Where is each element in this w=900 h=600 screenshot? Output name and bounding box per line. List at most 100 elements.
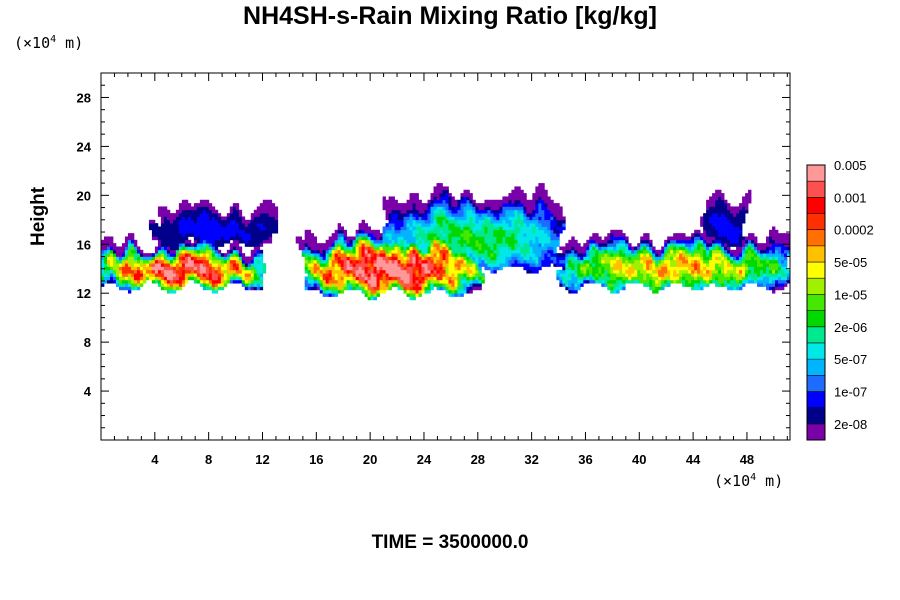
field-cell [409,233,413,237]
field-cell [409,213,413,217]
field-cell [142,263,147,267]
field-cell [154,256,159,261]
field-cell [412,243,416,247]
y-tick-label: 28 [77,90,91,105]
field-cell [430,246,434,251]
field-cell [502,213,506,217]
field-cell [331,239,336,244]
field-cell [157,283,162,287]
field-cell [535,259,539,264]
field-cell [460,289,464,294]
field-cell [508,233,512,237]
field-cell [457,276,461,281]
field-cell [514,213,518,217]
field-cell [175,256,180,261]
field-cell [178,269,183,274]
field-cell [181,226,186,231]
field-cell [652,279,656,284]
field-cell [232,279,237,284]
field-cell [127,239,132,244]
field-cell [121,283,126,287]
x-tick-label: 4 [151,452,159,467]
field-cell [712,266,716,271]
field-cell [451,256,455,261]
field-cell [379,289,383,294]
field-cell [568,289,572,294]
field-cell [631,256,635,261]
field-cell [640,253,644,257]
field-cell [382,206,386,211]
field-cell [104,243,108,247]
field-cell [529,233,533,237]
field-cell [175,283,180,287]
field-cell [544,206,548,211]
field-cell [577,259,581,264]
field-cell [160,273,165,277]
field-cell [430,243,434,247]
field-cell [628,266,632,271]
field-cell [697,266,701,271]
field-cell [490,209,494,214]
field-cell [427,273,431,277]
field-cell [226,229,231,234]
field-cell [475,203,479,207]
field-cell [607,259,611,264]
field-cell [178,263,183,267]
field-cell [406,259,410,264]
field-cell [664,276,668,281]
field-cell [505,256,509,261]
field-cell [325,256,330,261]
field-cell [160,213,165,217]
field-cell [523,199,527,204]
field-cell [517,243,521,247]
field-cell [184,256,189,261]
field-cell [196,203,201,207]
field-cell [601,283,605,287]
field-cell [712,229,716,234]
field-cell [175,286,180,291]
field-cell [430,199,434,204]
field-cell [124,273,129,277]
field-cell [271,206,276,211]
field-cell [733,243,737,247]
field-cell [601,259,605,264]
field-cell [709,216,713,221]
field-cell [487,213,491,217]
field-cell [523,259,527,264]
field-cell [505,246,509,251]
field-cell [541,249,545,254]
field-cell [256,286,261,291]
field-cell [433,246,437,251]
field-cell [364,269,368,274]
field-cell [760,249,764,254]
field-cell [403,239,407,244]
field-cell [406,279,410,284]
field-cell [433,226,437,231]
field-cell [694,246,698,251]
field-cell [313,246,318,251]
field-cell [487,266,491,271]
field-cell [664,253,668,257]
field-cell [172,246,177,251]
field-cell [610,246,614,251]
field-cell [715,223,719,227]
field-cell [508,226,512,231]
field-cell [391,203,395,207]
field-cell [124,259,129,264]
field-cell [757,273,761,277]
field-cell [580,273,584,277]
field-cell [160,263,165,267]
field-cell [541,256,545,261]
field-cell [415,256,419,261]
field-cell [349,259,353,264]
field-cell [307,253,312,257]
field-cell [718,283,722,287]
field-cell [220,223,225,227]
field-cell [772,246,776,251]
field-cell [364,293,368,297]
field-cell [424,249,428,254]
field-cell [772,239,776,244]
field-cell [232,209,237,214]
field-cell [589,256,593,261]
field-cell [382,199,386,204]
